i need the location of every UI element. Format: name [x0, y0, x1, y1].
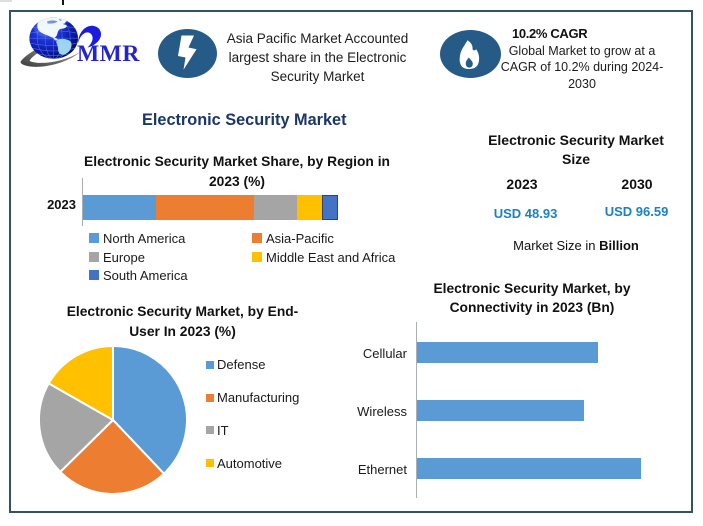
svg-text:MMR: MMR — [77, 41, 140, 67]
